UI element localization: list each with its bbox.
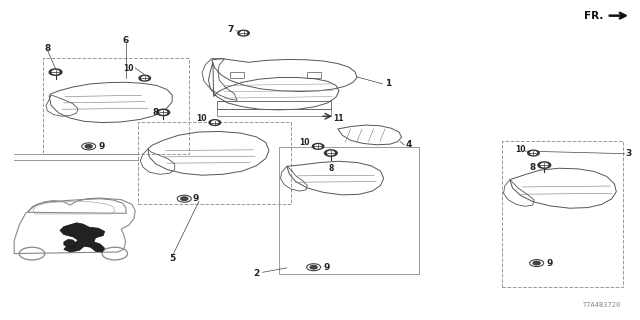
Text: 6: 6 [122, 36, 129, 45]
Text: 2: 2 [253, 269, 259, 278]
Text: 4: 4 [406, 140, 412, 149]
Circle shape [209, 120, 221, 125]
Text: FR.: FR. [584, 11, 604, 21]
Bar [217, 101, 332, 109]
Text: 10: 10 [196, 114, 207, 123]
Circle shape [327, 151, 334, 155]
Circle shape [528, 150, 540, 156]
Text: 8: 8 [529, 163, 536, 172]
Circle shape [538, 162, 550, 168]
Text: T7A4B3720: T7A4B3720 [582, 302, 621, 308]
Bar [278, 147, 419, 274]
Bar [502, 141, 623, 287]
Text: 5: 5 [169, 254, 175, 263]
Circle shape [157, 109, 170, 116]
Text: 8: 8 [45, 44, 51, 53]
Circle shape [49, 69, 62, 75]
Circle shape [139, 75, 150, 81]
Circle shape [180, 197, 188, 200]
Bar [138, 122, 291, 204]
Circle shape [212, 121, 218, 124]
Text: 7: 7 [228, 25, 234, 34]
Text: 8: 8 [328, 164, 333, 173]
Circle shape [310, 266, 317, 269]
Polygon shape [64, 239, 77, 247]
Circle shape [52, 70, 59, 74]
Circle shape [531, 151, 536, 155]
Bar [43, 59, 189, 154]
Text: 8: 8 [152, 108, 159, 117]
Circle shape [315, 145, 321, 148]
Text: 11: 11 [333, 114, 343, 123]
Text: 1: 1 [385, 79, 391, 88]
Polygon shape [60, 223, 104, 252]
Text: 10: 10 [300, 138, 310, 147]
Text: 10: 10 [515, 145, 525, 154]
Text: 9: 9 [323, 263, 330, 272]
Circle shape [160, 111, 167, 114]
Circle shape [324, 150, 337, 156]
Text: 9: 9 [193, 194, 199, 203]
Circle shape [238, 30, 249, 36]
Circle shape [533, 261, 540, 265]
Circle shape [141, 76, 148, 80]
Bar [307, 72, 321, 78]
Text: 10: 10 [124, 63, 134, 73]
Text: 9: 9 [99, 142, 104, 151]
Text: 9: 9 [547, 259, 553, 268]
Bar [230, 72, 244, 78]
Text: 3: 3 [626, 149, 632, 158]
Bar [217, 108, 332, 116]
Circle shape [241, 32, 246, 35]
Circle shape [312, 143, 324, 149]
Circle shape [541, 163, 548, 167]
Circle shape [85, 145, 92, 148]
